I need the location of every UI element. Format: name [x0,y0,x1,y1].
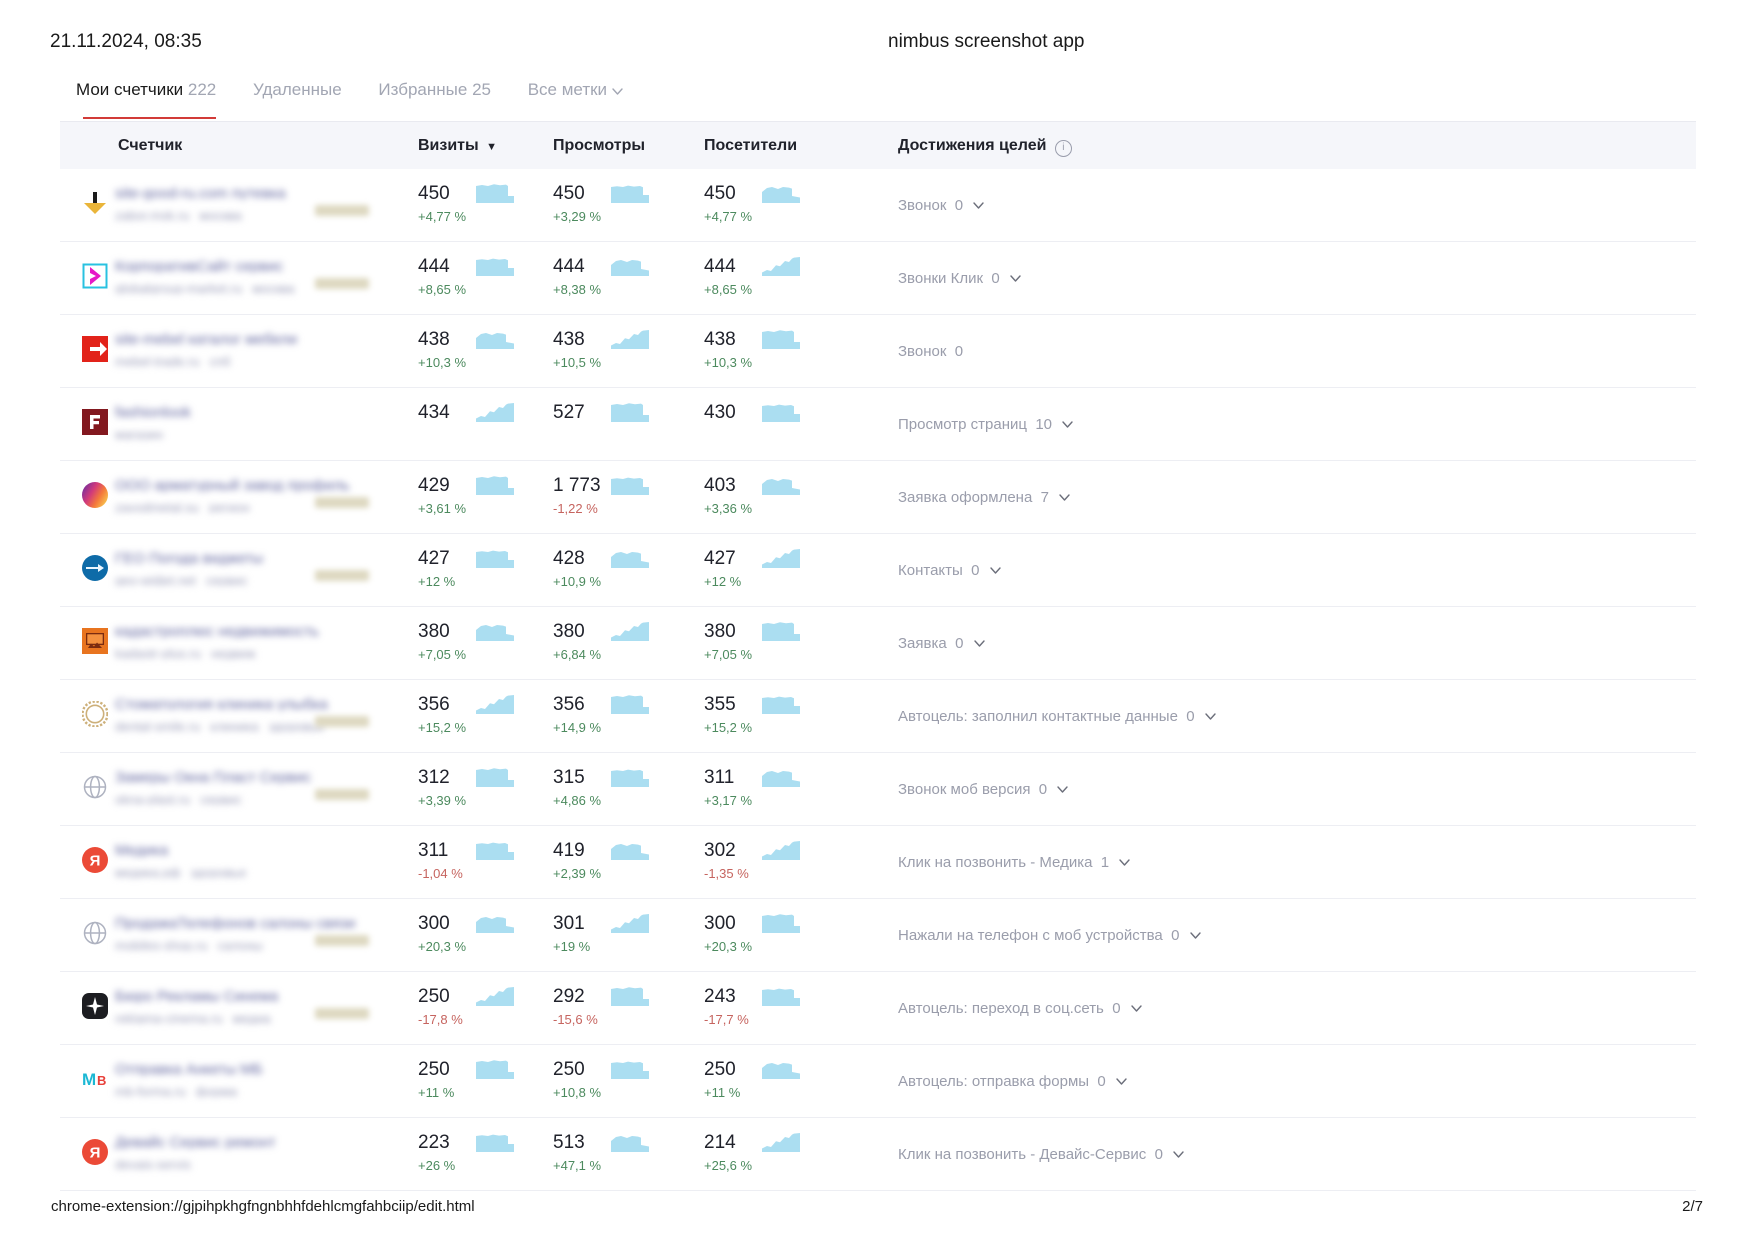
svg-text:B: B [97,1073,106,1088]
svg-text:Я: Я [90,853,101,870]
svg-text:M: M [82,1070,96,1089]
svg-text:Я: Я [90,1145,101,1162]
